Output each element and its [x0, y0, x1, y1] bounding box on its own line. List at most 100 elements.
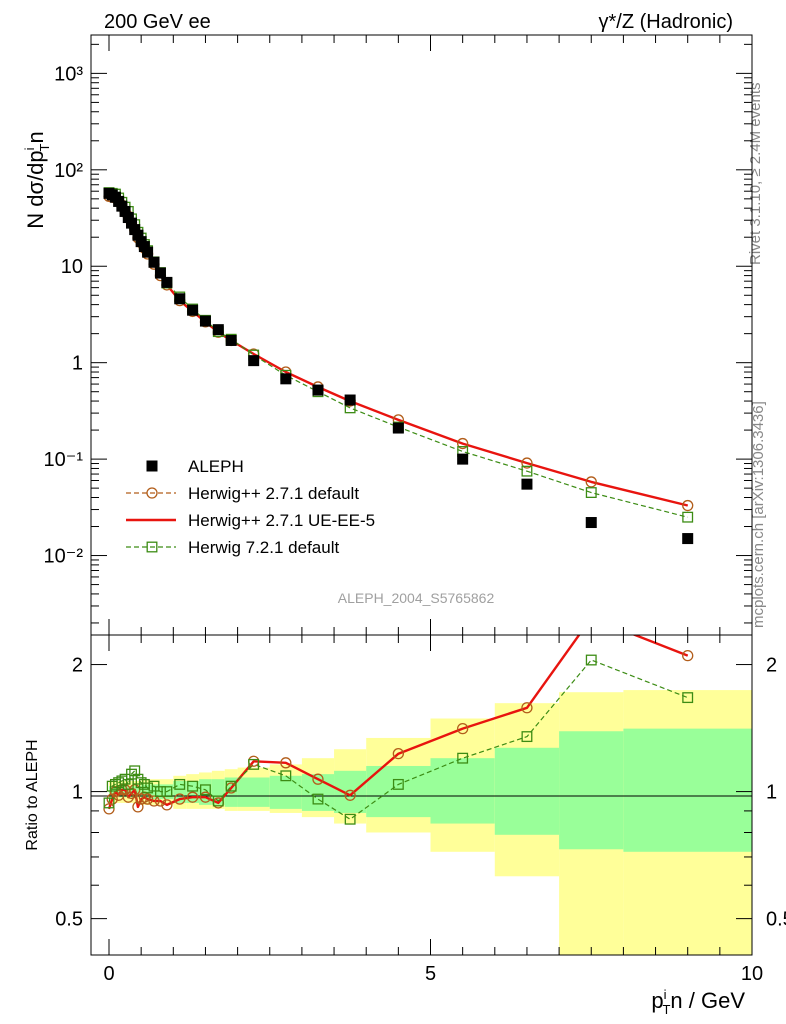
data-point-herwig-2-7-1-default: [521, 457, 533, 469]
data-point-herwig-7-2-1-default: [585, 487, 597, 499]
data-point-aleph: [344, 394, 356, 406]
data-point-aleph: [122, 212, 134, 224]
data-point-aleph: [148, 256, 160, 268]
inner-band-bin: [366, 765, 431, 818]
legend: ALEPH Herwig++ 2.7.1 default Herwig++ 2.7.…: [126, 457, 375, 557]
data-point-herwig-7-2-1-default: [129, 765, 141, 777]
legend-label-herwig-7-2-1-default: Herwig 7.2.1 default: [188, 538, 339, 557]
data-point-herwig-2-7-1-default: [122, 791, 134, 803]
data-point-aleph: [312, 384, 324, 396]
x-tick-label: 5: [425, 963, 436, 985]
data-point-herwig-7-2-1-default: [248, 758, 260, 770]
data-point-aleph: [129, 224, 141, 236]
data-point-herwig-2-7-1-default: [457, 437, 469, 450]
data-point-aleph: [682, 533, 694, 545]
data-point-herwig-7-2-1-default: [200, 784, 211, 796]
data-point-herwig-2-7-1-default: [141, 793, 154, 805]
data-point-herwig-7-2-1-default: [521, 465, 533, 477]
data-point-herwig-2-7-1-default: [125, 787, 138, 800]
main-y-tick-label: 10²: [54, 160, 83, 182]
main-y-tick-label: 1: [72, 353, 83, 375]
data-point-herwig-2-7-1-default: [521, 702, 533, 714]
data-point-aleph: [212, 324, 224, 336]
main-y-tick-label: 10⁻¹: [44, 449, 84, 471]
data-point-herwig-7-2-1-default: [161, 786, 173, 798]
legend-marker-herwig-7-2-1-default: [146, 541, 158, 553]
data-point-herwig-7-2-1-default: [142, 782, 154, 794]
data-point-herwig-7-2-1-default: [212, 795, 224, 807]
data-point-herwig-7-2-1-default: [312, 793, 324, 805]
data-point-herwig-2-7-1-default: [344, 789, 356, 801]
inner-band-bin: [269, 775, 302, 809]
main-y-tick-label: 10³: [54, 63, 83, 85]
data-point-aleph: [132, 229, 144, 241]
data-point-herwig-2-7-1-default: [148, 795, 160, 807]
ratio-y-axis-title: Ratio to ALEPH: [24, 739, 41, 850]
x-tick-label: 0: [103, 963, 114, 985]
legend-marker-herwig-2-7-1-default: [146, 487, 158, 499]
ratio-y-tick-label-right: 0.5: [766, 909, 786, 931]
data-point-herwig-2-7-1-default: [585, 476, 597, 488]
data-point-aleph: [248, 355, 260, 367]
data-point-aleph: [585, 517, 597, 529]
inner-band-bin: [559, 731, 624, 850]
legend-marker-aleph: [146, 460, 158, 472]
main-y-axis-title: N dσ/dpiTn: [22, 131, 52, 229]
ratio-y-tick-label-right: 2: [766, 655, 777, 677]
data-point-aleph: [187, 304, 199, 316]
data-point-herwig-7-2-1-default: [344, 813, 356, 825]
ratio-uncertainty-bands: [109, 690, 752, 955]
x-axis-title: pi Tn / GeV: [651, 987, 745, 1017]
data-point-herwig-2-7-1-default: [174, 793, 186, 805]
data-point-herwig-7-2-1-default: [116, 775, 128, 787]
right-title: γ*/Z (Hadronic): [599, 11, 733, 33]
data-point-herwig-2-7-1-default: [682, 499, 694, 512]
data-point-herwig-2-7-1-default: [392, 748, 405, 760]
data-point-aleph: [161, 276, 173, 288]
x-tick-label: 10: [741, 963, 763, 985]
data-point-herwig-2-7-1-default: [103, 803, 115, 815]
data-point-aleph: [392, 422, 404, 434]
data-point-herwig-7-2-1-default: [682, 511, 694, 523]
data-point-herwig-7-2-1-default: [682, 692, 694, 704]
main-series-markers: [103, 187, 694, 545]
data-point-herwig-7-2-1-default: [154, 786, 166, 798]
data-point-herwig-2-7-1-default: [682, 649, 694, 662]
inner-band-bin: [494, 747, 560, 835]
ratio-frame: [90, 634, 753, 956]
data-point-herwig-2-7-1-default: [186, 791, 199, 803]
inner-band-bin: [334, 770, 367, 813]
analysis-watermark: ALEPH_2004_S5765862: [338, 590, 495, 606]
data-point-aleph: [199, 315, 211, 327]
ratio-y-tick-label: 1: [72, 782, 83, 804]
data-point-aleph: [142, 246, 154, 258]
data-point-aleph: [126, 217, 138, 229]
data-point-herwig-2-7-1-default: [280, 757, 292, 769]
rivet-label: Rivet 3.1.10, ≥ 2.4M events: [747, 83, 764, 266]
ratio-y-tick-label: 2: [72, 655, 83, 677]
data-point-herwig-7-2-1-default: [174, 778, 186, 790]
mcplots-label: mcplots.cern.ch [arXiv:1306.3436]: [750, 401, 767, 628]
data-point-herwig-2-7-1-default: [199, 791, 212, 803]
left-title: 200 GeV ee: [104, 11, 211, 33]
data-point-herwig-7-2-1-default: [392, 778, 404, 790]
data-point-herwig-7-2-1-default: [521, 731, 533, 743]
ratio-series-markers: [103, 613, 694, 825]
ratio-y-tick-label-right: 1: [766, 782, 777, 804]
data-point-aleph: [280, 373, 292, 385]
data-point-herwig-2-7-1-default: [161, 799, 173, 811]
data-point-herwig-7-2-1-default: [585, 654, 597, 666]
data-point-herwig-2-7-1-default: [586, 613, 596, 623]
data-point-aleph: [138, 241, 150, 253]
data-point-aleph: [154, 267, 166, 279]
main-y-tick-label: 10⁻²: [44, 546, 84, 568]
inner-band-bin: [430, 758, 495, 824]
inner-band-bin: [623, 728, 752, 852]
data-point-herwig-7-2-1-default: [280, 770, 292, 782]
data-point-herwig-7-2-1-default: [187, 780, 199, 792]
data-point-aleph: [457, 453, 469, 465]
data-point-aleph: [119, 205, 131, 217]
data-point-herwig-7-2-1-default: [103, 797, 115, 809]
ratio-y-tick-label: 0.5: [55, 909, 83, 931]
